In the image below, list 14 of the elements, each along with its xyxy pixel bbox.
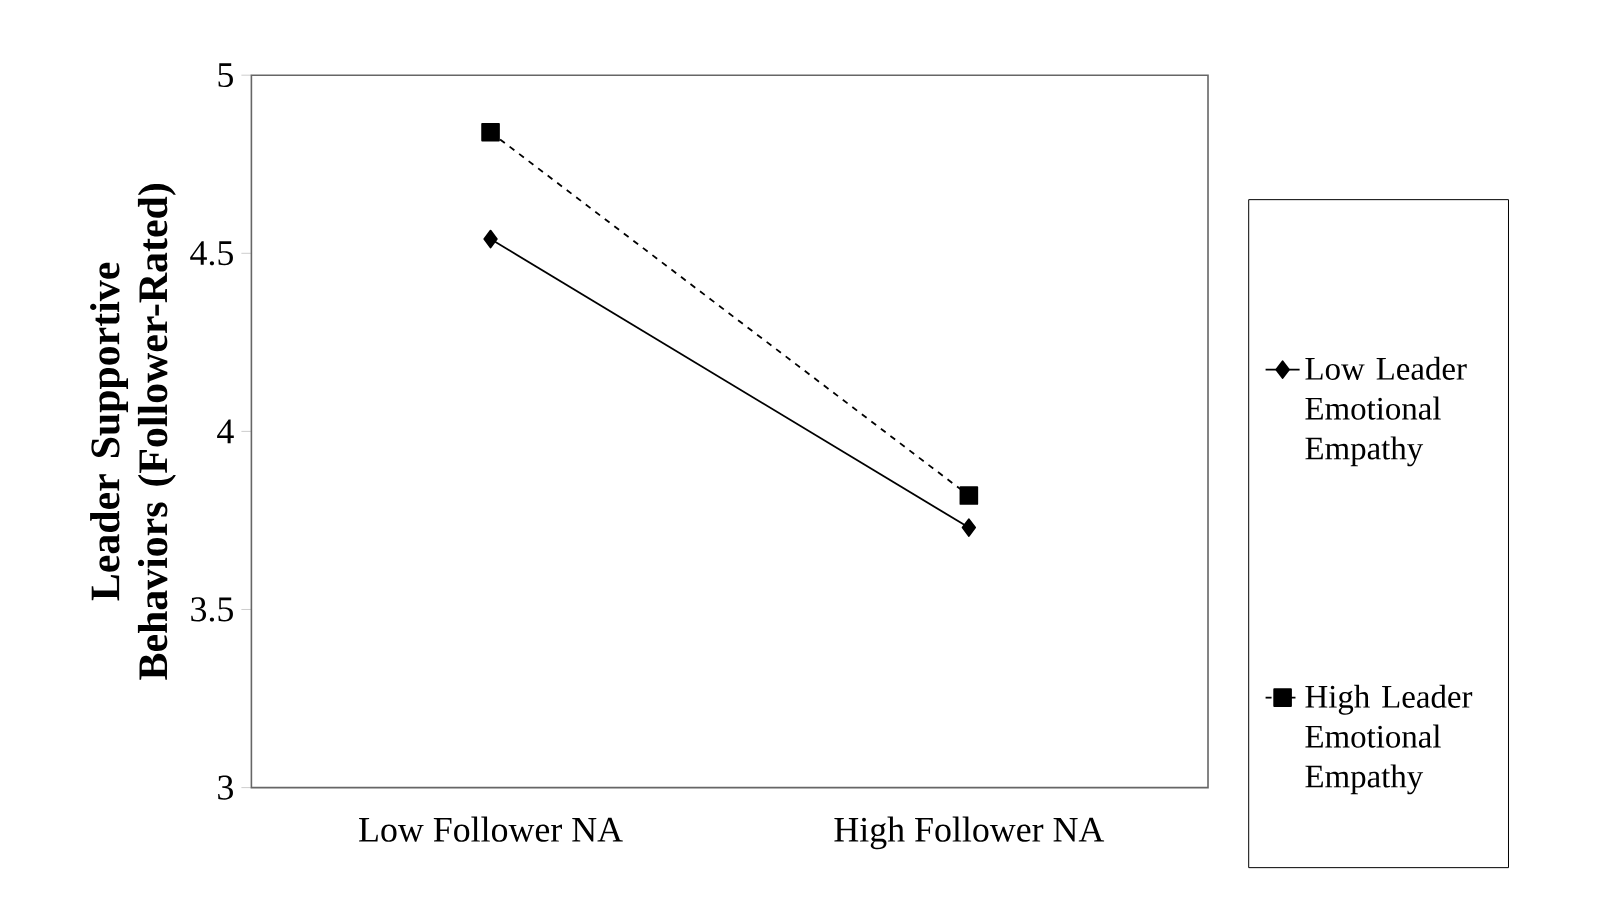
legend-label: High Leader Emotional Empathy — [1305, 684, 1473, 795]
point — [483, 229, 498, 249]
y-axis-title: Leader Supportive Behaviors (Follower-Rated) — [90, 184, 176, 680]
x-tick-label: Low Follower NA — [359, 816, 623, 842]
y-tick-label: 4 — [217, 419, 234, 444]
point — [481, 122, 500, 142]
x-tick-label: High Follower NA — [834, 816, 1105, 850]
y-tick-label: 3.5 — [191, 597, 233, 622]
y-tick-label: 5 — [218, 63, 233, 88]
point — [961, 518, 977, 537]
legend-label: Low Leader Emotional Empathy — [1305, 356, 1467, 467]
y-tick-label: 4.5 — [190, 241, 233, 266]
y-tick-label: 3 — [218, 775, 233, 800]
point — [959, 486, 979, 505]
